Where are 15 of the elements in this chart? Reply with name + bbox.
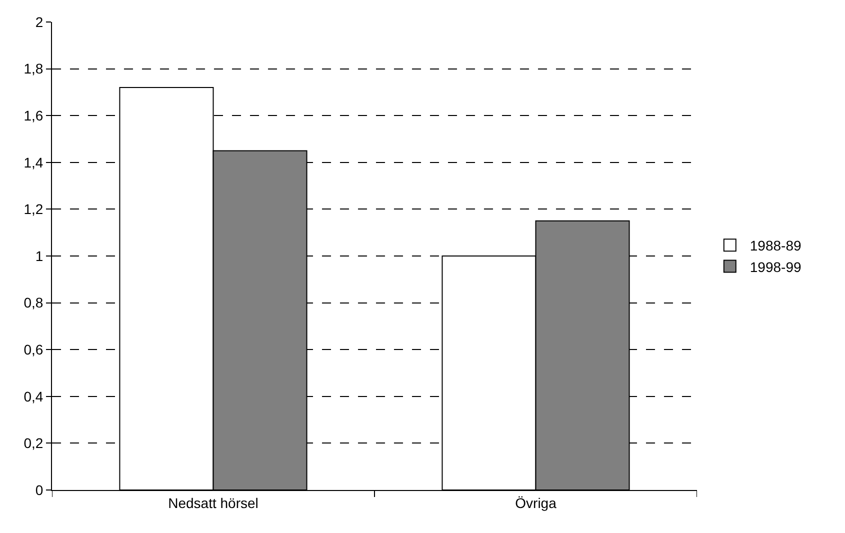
x-tick-label: Övriga <box>515 494 557 511</box>
y-tick-label: 1,4 <box>24 154 44 170</box>
y-tick-label: 0 <box>35 482 44 498</box>
x-tick-label: Nedsatt hörsel <box>168 494 258 511</box>
y-tick-label: 1 <box>35 248 44 264</box>
y-tick-label: 1,8 <box>24 60 44 77</box>
y-tick-label: 1,2 <box>24 201 44 218</box>
y-tick-label: 0,6 <box>24 342 44 358</box>
y-tick-label: 1,6 <box>24 108 44 124</box>
y-tick-label: 0,2 <box>24 435 44 452</box>
legend-label: 1998-99 <box>750 258 802 275</box>
y-tick-label: 2 <box>35 14 44 30</box>
y-tick-label: 0,4 <box>24 388 44 404</box>
legend-label: 1988-89 <box>750 238 802 254</box>
y-tick-label: 0,8 <box>24 294 44 311</box>
